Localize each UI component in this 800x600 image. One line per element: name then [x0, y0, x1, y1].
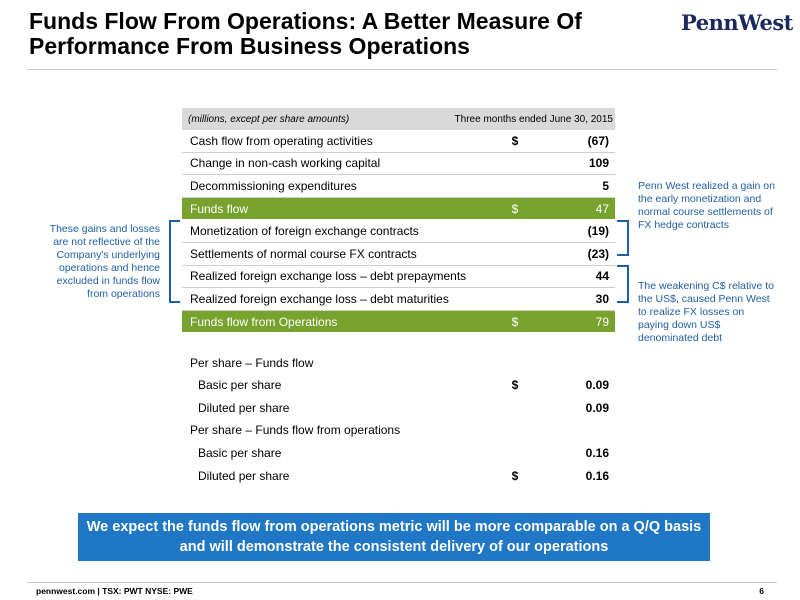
- table-row: Basic per share 0.16: [182, 442, 615, 465]
- row-label: Funds flow from Operations: [190, 314, 338, 329]
- row-value: 0.16: [585, 468, 609, 483]
- table-row: Change in non-cash working capital 109: [182, 153, 615, 176]
- row-label: Settlements of normal course FX contract…: [190, 246, 417, 261]
- table-row: Cash flow from operating activities $ (6…: [182, 130, 615, 153]
- row-value: 0.09: [585, 378, 609, 393]
- row-label: Diluted per share: [198, 468, 290, 483]
- table-row: Realized foreign exchange loss – debt pr…: [182, 266, 615, 289]
- row-label: Diluted per share: [198, 400, 290, 415]
- table-row: Settlements of normal course FX contract…: [182, 243, 615, 266]
- header-divider: [27, 69, 777, 70]
- row-dollar: $: [511, 133, 519, 148]
- key-message-banner: We expect the funds flow from operations…: [78, 513, 710, 561]
- row-value: 0.16: [585, 446, 609, 461]
- row-dollar: $: [511, 314, 519, 329]
- funds-flow-from-operations-row: Funds flow from Operations $ 79: [182, 310, 615, 334]
- row-label: Monetization of foreign exchange contrac…: [190, 224, 419, 239]
- row-label: Cash flow from operating activities: [190, 133, 373, 148]
- table-row: Diluted per share $ 0.16: [182, 464, 615, 487]
- table-row: Decommissioning expenditures 5: [182, 175, 615, 198]
- right-bracket-bottom: [617, 265, 629, 303]
- row-value: 5: [602, 178, 609, 193]
- funds-flow-table: (millions, except per share amounts) Thr…: [182, 108, 615, 487]
- row-value: (23): [587, 246, 609, 261]
- row-label: Basic per share: [198, 378, 282, 393]
- row-label: Funds flow: [190, 201, 249, 216]
- row-label: Per share – Funds flow: [190, 355, 314, 370]
- row-label: Per share – Funds flow from operations: [190, 423, 401, 438]
- right-annotation-fx-gain: Penn West realized a gain on the early m…: [638, 180, 775, 231]
- table-row: Diluted per share 0.09: [182, 397, 615, 420]
- table-header: (millions, except per share amounts) Thr…: [182, 108, 615, 130]
- row-value: 47: [595, 201, 609, 216]
- left-bracket: [169, 220, 180, 303]
- row-value: 44: [595, 269, 609, 284]
- right-bracket-top: [617, 220, 629, 256]
- slide-title: Funds Flow From Operations: A Better Mea…: [29, 8, 582, 59]
- row-dollar: $: [511, 378, 519, 393]
- left-annotation: These gains and losses are not reflectiv…: [49, 223, 160, 300]
- row-label: Realized foreign exchange loss – debt pr…: [190, 269, 467, 284]
- table-row: Basic per share $ 0.09: [182, 374, 615, 397]
- per-share-heading: Per share – Funds flow from operations: [182, 419, 615, 442]
- table-header-period: Three months ended June 30, 2015: [454, 113, 613, 125]
- footer-text: pennwest.com | TSX: PWT NYSE: PWE: [36, 586, 193, 596]
- row-label: Decommissioning expenditures: [190, 178, 357, 193]
- row-value: 79: [595, 314, 609, 329]
- table-row: Monetization of foreign exchange contrac…: [182, 220, 615, 243]
- row-value: 109: [588, 156, 609, 171]
- funds-flow-total-row: Funds flow $ 47: [182, 197, 615, 221]
- right-annotation-fx-loss: The weakening C$ relative to the US$, ca…: [638, 280, 774, 344]
- page-number: 6: [759, 586, 764, 596]
- table-row: Realized foreign exchange loss – debt ma…: [182, 288, 615, 311]
- row-value: (19): [587, 224, 609, 239]
- row-value: 0.09: [585, 400, 609, 415]
- row-value: 30: [595, 291, 609, 306]
- row-dollar: $: [511, 468, 519, 483]
- row-label: Realized foreign exchange loss – debt ma…: [190, 291, 449, 306]
- per-share-heading: Per share – Funds flow: [182, 351, 615, 374]
- row-label: Change in non-cash working capital: [190, 156, 381, 171]
- table-header-units: (millions, except per share amounts): [188, 113, 350, 125]
- footer-divider: [27, 582, 777, 583]
- pennwest-logo: PennWest: [681, 10, 793, 35]
- row-value: (67): [587, 133, 609, 148]
- row-dollar: $: [511, 201, 519, 216]
- row-label: Basic per share: [198, 446, 282, 461]
